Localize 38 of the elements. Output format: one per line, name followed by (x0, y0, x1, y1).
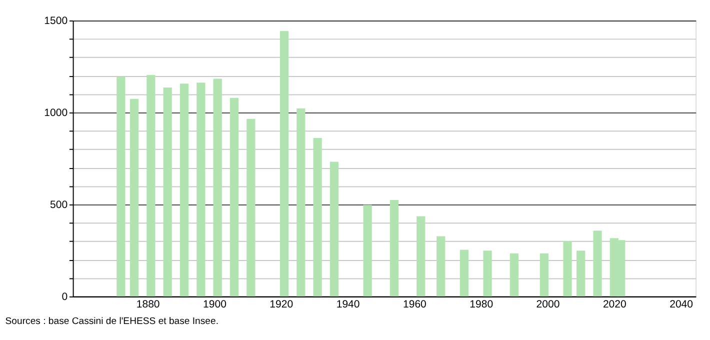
bar (576, 250, 586, 296)
bar (510, 253, 519, 296)
bar (246, 118, 256, 296)
bar (563, 241, 572, 296)
x-tick-label: 1980 (470, 298, 494, 310)
x-tick-label: 1900 (203, 298, 227, 310)
y-tick-label: 0 (62, 290, 68, 303)
bar (330, 162, 339, 296)
bar (460, 250, 469, 296)
bar (196, 82, 206, 296)
bar (436, 236, 446, 296)
bar (130, 98, 139, 296)
x-tick-label: 1920 (270, 298, 294, 310)
bar (540, 253, 549, 296)
x-tick-label: 1880 (136, 298, 160, 310)
y-tick-label: 1000 (44, 106, 68, 119)
x-tick-label: 2040 (670, 298, 694, 310)
bar (390, 200, 399, 296)
bar (363, 204, 372, 296)
x-tick-label: 2020 (602, 298, 627, 310)
bar (296, 108, 306, 296)
bar (116, 76, 126, 296)
x-tick-label: 1940 (336, 298, 360, 310)
bar (180, 84, 189, 296)
bar (230, 98, 239, 296)
y-tick-label: 1500 (44, 14, 68, 27)
x-tick-label: 2000 (536, 298, 560, 310)
bar (213, 78, 222, 296)
bar (163, 87, 172, 296)
bar (146, 74, 156, 296)
y-tick-label: 500 (50, 198, 68, 211)
bar (313, 138, 322, 296)
bar (280, 30, 289, 296)
x-tick-label: 1960 (402, 298, 427, 310)
bar (483, 250, 492, 296)
source-note: Sources : base Cassini de l'EHESS et base Insee. (5, 316, 218, 328)
bar (416, 216, 426, 296)
bar (593, 230, 602, 296)
